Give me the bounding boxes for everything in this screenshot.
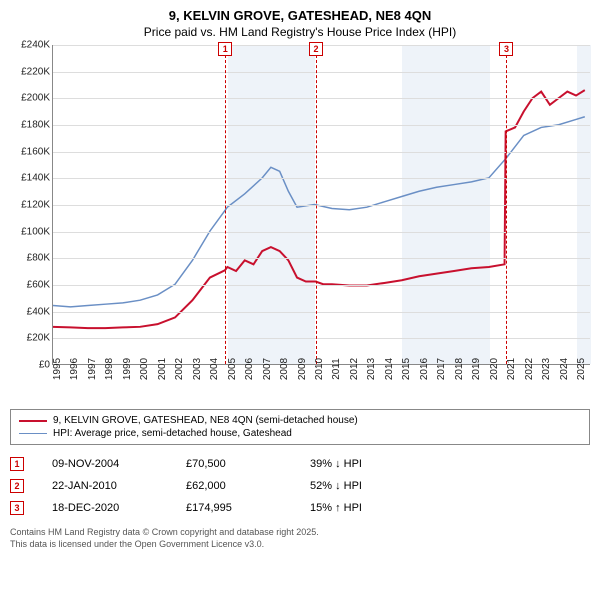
- y-tick-label: £60K: [27, 280, 50, 291]
- x-tick-label: 2024: [559, 358, 570, 380]
- event-line: [316, 45, 317, 364]
- chart-title: 9, KELVIN GROVE, GATESHEAD, NE8 4QN: [10, 8, 590, 23]
- y-tick-label: £120K: [21, 200, 50, 211]
- event-date: 18-DEC-2020: [52, 502, 162, 514]
- chart-subtitle: Price paid vs. HM Land Registry's House …: [10, 25, 590, 39]
- x-tick-label: 2003: [192, 358, 203, 380]
- plot-area: 1 2 3: [52, 45, 590, 365]
- y-tick-label: £220K: [21, 66, 50, 77]
- x-tick-label: 1998: [104, 358, 115, 380]
- legend-swatch: [19, 420, 47, 422]
- x-tick-label: 2009: [297, 358, 308, 380]
- legend-row: HPI: Average price, semi-detached house,…: [19, 427, 581, 440]
- x-tick-label: 2017: [436, 358, 447, 380]
- event-row: 2 22-JAN-2010 £62,000 52% ↓ HPI: [10, 475, 590, 497]
- x-axis: 1995199619971998199920002001200220032004…: [52, 365, 590, 405]
- event-price: £70,500: [186, 458, 286, 470]
- legend: 9, KELVIN GROVE, GATESHEAD, NE8 4QN (sem…: [10, 409, 590, 445]
- y-tick-label: £0: [39, 360, 50, 371]
- gridline: [53, 205, 590, 206]
- x-tick-label: 2018: [454, 358, 465, 380]
- footer-line-2: This data is licensed under the Open Gov…: [10, 539, 590, 551]
- event-number: 3: [10, 501, 24, 515]
- y-tick-label: £160K: [21, 146, 50, 157]
- y-tick-label: £40K: [27, 306, 50, 317]
- x-tick-label: 2014: [384, 358, 395, 380]
- event-hpi: 39% ↓ HPI: [310, 458, 410, 470]
- event-line: [225, 45, 226, 364]
- x-tick-label: 2005: [227, 358, 238, 380]
- y-axis: £0£20K£40K£60K£80K£100K£120K£140K£160K£1…: [10, 45, 52, 365]
- x-tick-label: 2016: [419, 358, 430, 380]
- event-row: 1 09-NOV-2004 £70,500 39% ↓ HPI: [10, 453, 590, 475]
- x-tick-label: 2004: [209, 358, 220, 380]
- x-tick-label: 2021: [506, 358, 517, 380]
- legend-swatch: [19, 433, 47, 434]
- event-price: £62,000: [186, 480, 286, 492]
- legend-label: HPI: Average price, semi-detached house,…: [53, 428, 292, 439]
- x-tick-label: 1997: [87, 358, 98, 380]
- x-tick-label: 2015: [401, 358, 412, 380]
- legend-label: 9, KELVIN GROVE, GATESHEAD, NE8 4QN (sem…: [53, 415, 358, 426]
- x-tick-label: 2011: [331, 358, 342, 380]
- x-tick-label: 1999: [122, 358, 133, 380]
- gridline: [53, 72, 590, 73]
- events-table: 1 09-NOV-2004 £70,500 39% ↓ HPI 2 22-JAN-2010…: [10, 453, 590, 519]
- legend-row: 9, KELVIN GROVE, GATESHEAD, NE8 4QN (sem…: [19, 414, 581, 427]
- event-marker: 1: [218, 42, 232, 56]
- x-tick-label: 2010: [314, 358, 325, 380]
- y-tick-label: £140K: [21, 173, 50, 184]
- y-tick-label: £200K: [21, 93, 50, 104]
- y-tick-label: £20K: [27, 333, 50, 344]
- event-marker: 2: [309, 42, 323, 56]
- gridline: [53, 178, 590, 179]
- event-line: [506, 45, 507, 364]
- y-tick-label: £180K: [21, 120, 50, 131]
- x-tick-label: 2008: [279, 358, 290, 380]
- y-tick-label: £80K: [27, 253, 50, 264]
- x-tick-label: 2022: [524, 358, 535, 380]
- x-tick-label: 2007: [262, 358, 273, 380]
- x-tick-label: 2020: [489, 358, 500, 380]
- gridline: [53, 285, 590, 286]
- event-hpi: 15% ↑ HPI: [310, 502, 410, 514]
- gridline: [53, 338, 590, 339]
- gridline: [53, 312, 590, 313]
- footer: Contains HM Land Registry data © Crown c…: [10, 527, 590, 550]
- x-tick-label: 2006: [244, 358, 255, 380]
- gridline: [53, 232, 590, 233]
- footer-line-1: Contains HM Land Registry data © Crown c…: [10, 527, 590, 539]
- chart-container: 9, KELVIN GROVE, GATESHEAD, NE8 4QN Pric…: [0, 0, 600, 558]
- x-tick-label: 2019: [471, 358, 482, 380]
- x-tick-label: 2012: [349, 358, 360, 380]
- event-number: 2: [10, 479, 24, 493]
- event-number: 1: [10, 457, 24, 471]
- x-tick-label: 2000: [139, 358, 150, 380]
- event-price: £174,995: [186, 502, 286, 514]
- event-date: 22-JAN-2010: [52, 480, 162, 492]
- y-tick-label: £240K: [21, 40, 50, 51]
- x-tick-label: 2002: [174, 358, 185, 380]
- event-hpi: 52% ↓ HPI: [310, 480, 410, 492]
- x-tick-label: 2001: [157, 358, 168, 380]
- x-tick-label: 2023: [541, 358, 552, 380]
- x-tick-label: 2025: [576, 358, 587, 380]
- event-row: 3 18-DEC-2020 £174,995 15% ↑ HPI: [10, 497, 590, 519]
- chart-area: £0 £20K £40K £60K £80K £100K £120K £140K £160K £1…: [10, 45, 590, 405]
- gridline: [53, 125, 590, 126]
- x-tick-label: 1995: [52, 358, 63, 380]
- gridline: [53, 258, 590, 259]
- gridline: [53, 98, 590, 99]
- gridline: [53, 152, 590, 153]
- y-tick-label: £100K: [21, 226, 50, 237]
- event-marker: 3: [499, 42, 513, 56]
- x-tick-label: 2013: [366, 358, 377, 380]
- x-tick-label: 1996: [69, 358, 80, 380]
- event-date: 09-NOV-2004: [52, 458, 162, 470]
